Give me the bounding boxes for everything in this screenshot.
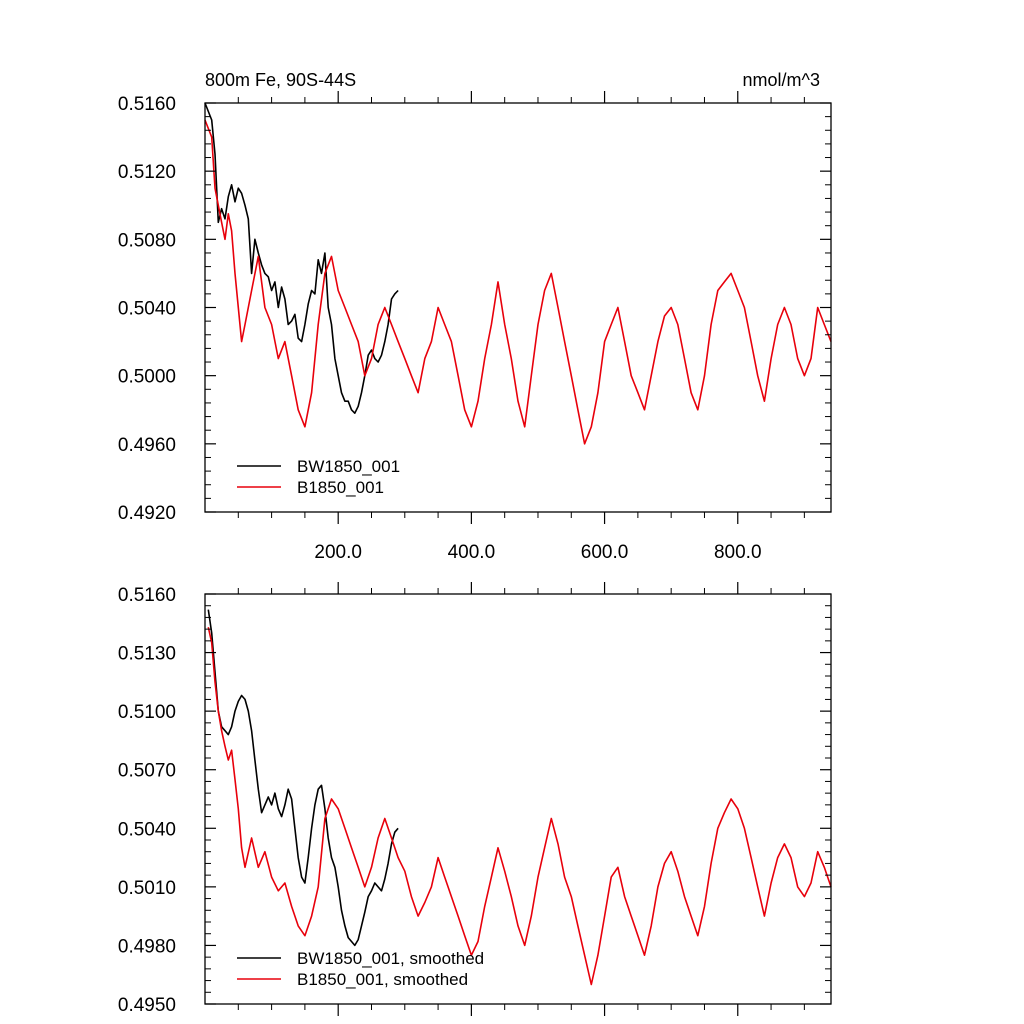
y-tick-label: 0.5130 <box>118 644 176 665</box>
series-line-b1850 <box>207 627 832 986</box>
y-tick-label: 0.5120 <box>118 162 176 183</box>
y-tick-label: 0.5080 <box>118 230 176 251</box>
series-line-b1850 <box>204 119 832 445</box>
y-tick-label: 0.4950 <box>118 995 176 1016</box>
legend-label: BW1850_001 <box>297 457 400 476</box>
series-line-bw1850 <box>204 102 399 415</box>
legend-label: B1850_001, smoothed <box>297 970 468 989</box>
y-tick-label: 0.5160 <box>118 94 176 115</box>
top-panel-title: 800m Fe, 90S-44S <box>205 70 356 90</box>
bottom-panel: 0.4950 0.4980 0.5010 0.5040 0.5070 0.5100 0.51… <box>118 582 832 1016</box>
x-tick-label: 800.0 <box>714 542 762 563</box>
x-tick-label: 600.0 <box>581 542 629 563</box>
y-tick-label: 0.5070 <box>118 761 176 782</box>
y-tick-label: 0.4920 <box>118 503 176 524</box>
y-tick-label: 0.5040 <box>118 819 176 840</box>
x-tick-label: 200.0 <box>314 542 362 563</box>
series-line-bw1850 <box>207 609 399 947</box>
top-panel: 800m Fe, 90S-44S nmol/m^3 0.4920 0.4960 0.… <box>118 70 832 563</box>
y-tick-label: 0.5100 <box>118 702 176 723</box>
x-tick-label: 400.0 <box>448 542 496 563</box>
legend-label: BW1850_001, smoothed <box>297 949 484 968</box>
y-tick-label: 0.5160 <box>118 585 176 606</box>
y-tick-label: 0.4980 <box>118 936 176 957</box>
y-tick-label: 0.5040 <box>118 299 176 320</box>
plot-frame <box>204 593 832 1005</box>
y-tick-label: 0.5010 <box>118 878 176 899</box>
legend-label: B1850_001 <box>297 478 384 497</box>
y-tick-label: 0.4960 <box>118 435 176 456</box>
y-tick-label: 0.5000 <box>118 367 176 388</box>
top-panel-units: nmol/m^3 <box>743 70 820 90</box>
plot-frame <box>204 102 832 513</box>
